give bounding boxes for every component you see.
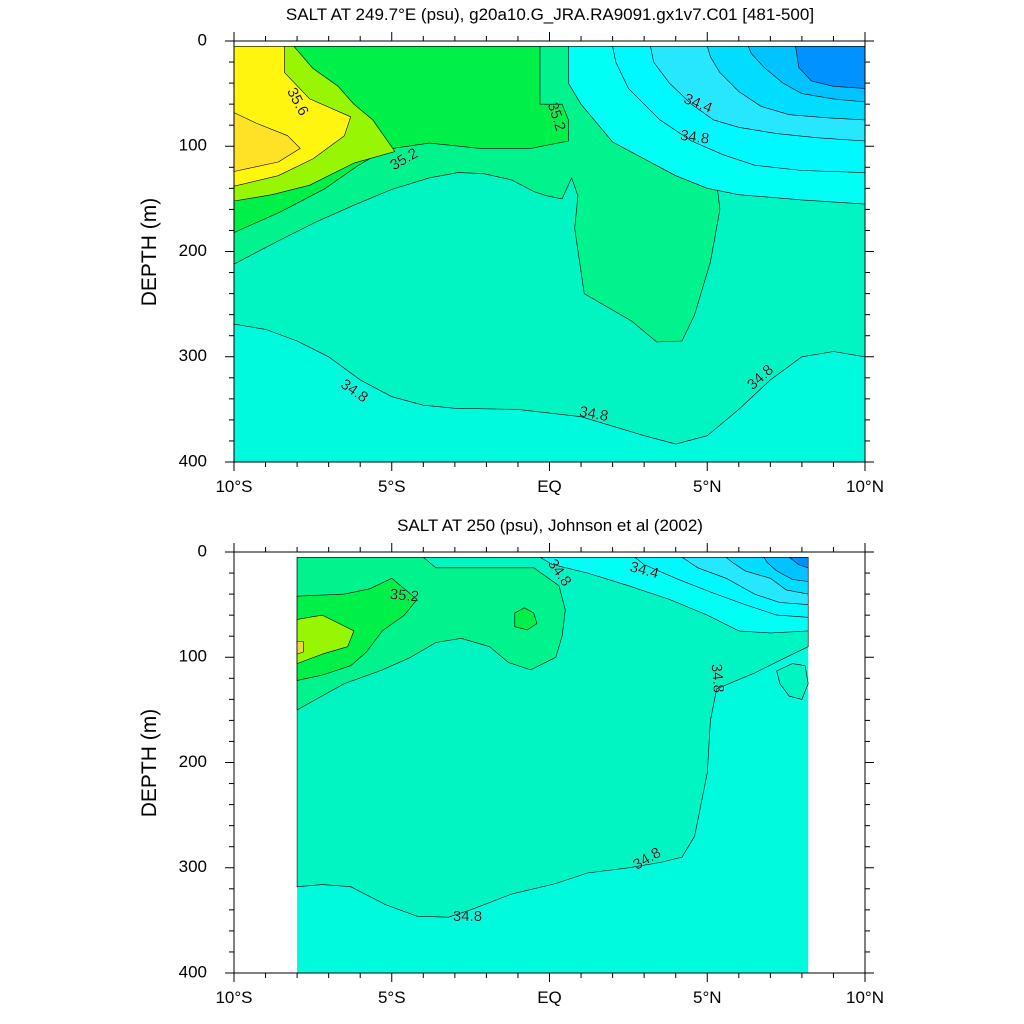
- contour-region-33-6: [788, 556, 809, 569]
- x-tick-label: 10°S: [215, 988, 252, 1007]
- x-tick-label: EQ: [537, 477, 562, 496]
- x-tick-label: 5°N: [693, 477, 722, 496]
- x-tick-label: 5°N: [693, 988, 722, 1007]
- y-tick-label: 200: [179, 241, 207, 260]
- x-tick-label: EQ: [537, 988, 562, 1007]
- x-tick-label: 5°S: [378, 477, 406, 496]
- contour-label: 34.8: [679, 127, 710, 148]
- contour-region-35-2: [514, 607, 538, 631]
- contour-label: 35.2: [544, 100, 569, 133]
- x-tick-label: 10°N: [846, 988, 884, 1007]
- contour-label: 34.8: [453, 908, 482, 925]
- y-tick-label: 0: [198, 541, 207, 560]
- contour-region-34-8: [776, 663, 809, 700]
- x-tick-label: 10°S: [215, 477, 252, 496]
- y-axis-label: DEPTH (m): [138, 709, 161, 818]
- contour-label: 34.8: [578, 403, 610, 425]
- y-tick-label: 200: [179, 752, 207, 771]
- panel-model-salinity-section: SALT AT 249.7°E (psu), g20a10.G_JRA.RA90…: [138, 5, 884, 496]
- contour-region-35-4: [296, 614, 355, 664]
- contour-label: 34.8: [708, 663, 727, 694]
- y-tick-label: 300: [179, 346, 207, 365]
- panel-title: SALT AT 249.7°E (psu), g20a10.G_JRA.RA90…: [286, 5, 814, 24]
- y-axis-label: DEPTH (m): [138, 198, 161, 307]
- y-tick-label: 400: [179, 451, 207, 470]
- panel-title: SALT AT 250 (psu), Johnson et al (2002): [397, 516, 703, 535]
- x-tick-label: 5°S: [378, 988, 406, 1007]
- contour-region-35-2: [296, 577, 418, 681]
- panel-observed-salinity-section: SALT AT 250 (psu), Johnson et al (2002) …: [138, 516, 884, 1007]
- y-tick-label: 300: [179, 857, 207, 876]
- contour-region-35-6: [296, 641, 304, 655]
- x-tick-label: 10°N: [846, 477, 884, 496]
- contour-label: 35.2: [389, 586, 420, 605]
- y-tick-label: 0: [198, 30, 207, 49]
- y-tick-label: 100: [179, 647, 207, 666]
- y-tick-label: 100: [179, 136, 207, 155]
- y-tick-label: 400: [179, 962, 207, 981]
